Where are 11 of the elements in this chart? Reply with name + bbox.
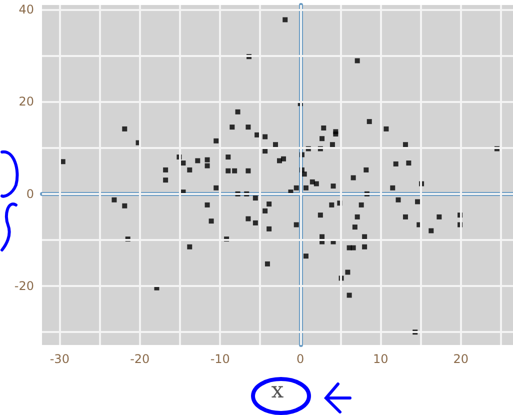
y-tick-label: 40	[18, 2, 34, 17]
x-tick-label: 10	[372, 352, 388, 366]
x-tick-label: 0	[296, 352, 304, 366]
y-tick-label: 0	[26, 186, 34, 201]
x-tick-label: -20	[130, 352, 150, 366]
x-tick-label: -10	[210, 352, 230, 366]
y-tick-label: 20	[18, 94, 34, 109]
x-axis-title: x	[271, 378, 284, 404]
x-tick-label: 20	[453, 352, 468, 366]
x-tick-label: -30	[50, 352, 70, 366]
y-tick-label: -20	[14, 279, 34, 294]
